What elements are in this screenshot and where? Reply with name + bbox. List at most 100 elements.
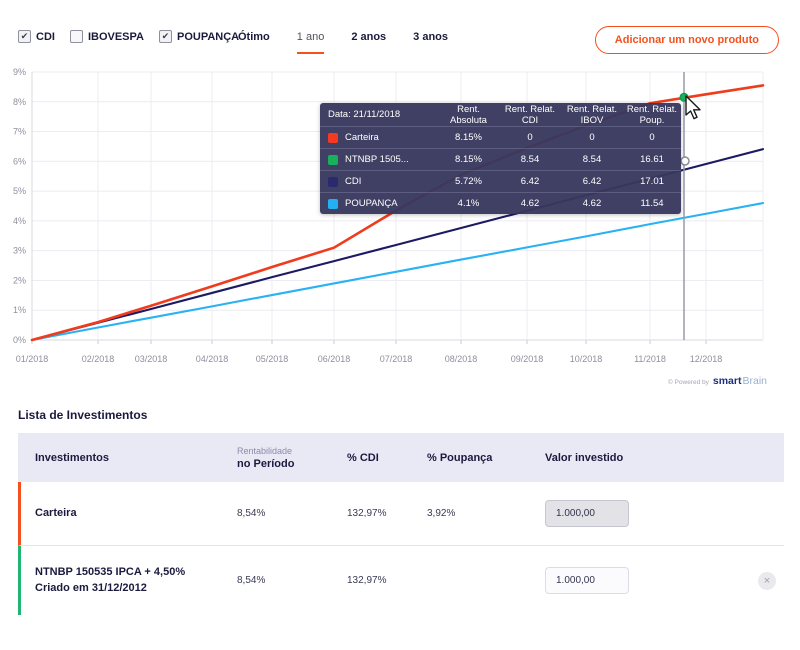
checkbox-unchecked-icon[interactable] — [69, 30, 83, 43]
col-rentabilidade-sub: Rentabilidade — [237, 445, 293, 456]
pct-poupanca-value: 3,92% — [427, 508, 456, 519]
tooltip-row-cdi: CDI 5.72% 6.42 6.42 17.01 — [320, 170, 681, 192]
chart-tooltip: Data: 21/11/2018 Rent. Absoluta Rent. Re… — [320, 103, 681, 214]
tooltip-value: 0 — [589, 132, 595, 143]
carteira-swatch-icon — [328, 132, 338, 143]
tooltip-value: 8.15% — [455, 154, 482, 165]
pct-cdi-value: 132,97% — [347, 575, 387, 586]
y-axis-tick-label: 5% — [13, 186, 26, 196]
x-axis-tick-label: 09/2018 — [511, 354, 544, 364]
y-axis-tick-label: 2% — [13, 275, 26, 285]
series-name: Carteira — [345, 132, 379, 143]
filter-label: IBOVESPA — [87, 30, 144, 43]
x-axis-tick-label: 02/2018 — [82, 354, 115, 364]
y-axis-tick-label: 6% — [13, 156, 26, 166]
investments-table-header: Investimentos Rentabilidade no Período %… — [18, 433, 784, 482]
tooltip-value: 8.15% — [455, 132, 482, 143]
col-investimentos: Investimentos — [35, 451, 109, 464]
mouse-cursor-icon — [685, 95, 701, 120]
tab-otimo[interactable]: Ótimo — [238, 31, 270, 43]
tooltip-value: 5.72% — [455, 176, 482, 187]
y-axis-tick-label: 0% — [13, 335, 26, 345]
tooltip-row-ntnbp: NTNBP 1505... 8.15% 8.54 8.54 16.61 — [320, 148, 681, 170]
checkbox-checked-icon[interactable]: ✔ — [18, 30, 31, 43]
tooltip-col-header: Rent. Relat. CDI — [504, 103, 556, 126]
investment-name: Carteira — [35, 506, 77, 519]
series-name: POUPANÇA — [345, 198, 398, 209]
valor-investido-input[interactable] — [545, 567, 629, 594]
powered-by: © Powered by smart Brain — [668, 375, 767, 387]
series-name: NTNBP 1505... — [345, 154, 409, 165]
x-axis-tick-label: 10/2018 — [570, 354, 603, 364]
tooltip-value: 8.54 — [582, 154, 602, 165]
rentabilidade-value: 8,54% — [237, 575, 266, 586]
tooltip-value: 16.61 — [640, 154, 664, 165]
investments-list-title: Lista de Investimentos — [18, 408, 148, 422]
filter-label: POUPANÇA — [176, 30, 240, 43]
filter-poupanca[interactable]: ✔ POUPANÇA — [158, 30, 240, 43]
tooltip-header: Data: 21/11/2018 Rent. Absoluta Rent. Re… — [320, 103, 681, 126]
period-tabs: Ótimo 1 ano 2 anos 3 anos — [238, 31, 448, 54]
x-axis-tick-label: 07/2018 — [380, 354, 413, 364]
x-axis-tick-label: 04/2018 — [196, 354, 229, 364]
add-product-button[interactable]: Adicionar um novo produto — [594, 26, 779, 54]
tooltip-col-header: Rent. Relat. IBOV — [566, 103, 618, 126]
col-rentabilidade-main: no Período — [237, 457, 295, 470]
x-axis-tick-label: 12/2018 — [690, 354, 723, 364]
investment-row-carteira: Carteira 8,54% 132,97% 3,92% — [18, 482, 784, 546]
y-axis-tick-label: 1% — [13, 305, 26, 315]
series-filters: ✔ CDI IBOVESPA ✔ POUPANÇA — [18, 30, 239, 43]
y-axis-tick-label: 7% — [13, 127, 26, 137]
x-axis-tick-label: 11/2018 — [634, 354, 666, 364]
x-axis-tick-label: 08/2018 — [445, 354, 478, 364]
series-name: CDI — [345, 176, 362, 187]
col-valor-investido: Valor investido — [545, 451, 624, 464]
tab-2-anos[interactable]: 2 anos — [351, 31, 387, 43]
investment-name: NTNBP 150535 IPCA + 4,50% Criado em 31/1… — [35, 565, 237, 597]
investment-row-ntnbp: NTNBP 150535 IPCA + 4,50% Criado em 31/1… — [18, 546, 784, 615]
valor-investido-input[interactable] — [545, 500, 629, 527]
cdi-swatch-icon — [328, 176, 338, 187]
x-axis-tick-label: 05/2018 — [256, 354, 289, 364]
tooltip-value: 6.42 — [582, 176, 602, 187]
rentabilidade-value: 8,54% — [237, 508, 266, 519]
x-axis-tick-label: 01/2018 — [16, 354, 49, 364]
tooltip-value: 4.1% — [457, 198, 480, 209]
filter-cdi[interactable]: ✔ CDI — [18, 30, 55, 43]
tooltip-value: 6.42 — [520, 176, 540, 187]
tab-1-ano[interactable]: 1 ano — [296, 31, 325, 54]
y-axis-tick-label: 9% — [13, 67, 26, 77]
hover-ring-marker — [680, 156, 690, 166]
y-axis-tick-label: 3% — [13, 246, 26, 256]
investment-title: NTNBP 150535 IPCA + 4,50% — [35, 565, 186, 578]
x-axis-tick-label: 06/2018 — [318, 354, 351, 364]
tooltip-col-header: Rent. Relat. Poup. — [626, 103, 678, 126]
filter-ibovespa[interactable]: IBOVESPA — [69, 30, 144, 43]
y-axis-tick-label: 4% — [13, 216, 26, 226]
tooltip-value: 0 — [649, 132, 655, 143]
tooltip-value: 17.01 — [640, 176, 664, 187]
investments-table: Investimentos Rentabilidade no Período %… — [18, 433, 784, 615]
col-rentabilidade: Rentabilidade no Período — [237, 446, 347, 470]
tooltip-col-header: Rent. Absoluta — [450, 103, 487, 126]
x-axis-tick-label: 03/2018 — [135, 354, 168, 364]
hover-point-marker — [679, 92, 689, 102]
series-line-poupan-a — [30, 201, 765, 342]
remove-investment-button[interactable]: × — [758, 571, 776, 590]
tooltip-value: 4.62 — [582, 198, 602, 209]
smartbrain-logo-light: Brain — [742, 375, 767, 387]
tooltip-value: 8.54 — [520, 154, 540, 165]
y-axis-tick-label: 8% — [13, 97, 26, 107]
tooltip-value: 11.54 — [640, 198, 664, 209]
ntnbp-swatch-icon — [328, 154, 338, 165]
col-pct-cdi: % CDI — [347, 451, 379, 464]
col-pct-poupanca: % Poupança — [427, 451, 493, 464]
tooltip-row-carteira: Carteira 8.15% 0 0 0 — [320, 126, 681, 148]
filter-label: CDI — [36, 30, 55, 43]
tab-3-anos[interactable]: 3 anos — [413, 31, 449, 43]
investment-subtitle: Criado em 31/12/2012 — [35, 581, 147, 594]
checkbox-checked-icon[interactable]: ✔ — [158, 30, 172, 43]
powered-by-text: © Powered by — [667, 379, 709, 386]
smartbrain-logo: smart — [712, 375, 742, 387]
tooltip-value: 0 — [527, 132, 533, 143]
